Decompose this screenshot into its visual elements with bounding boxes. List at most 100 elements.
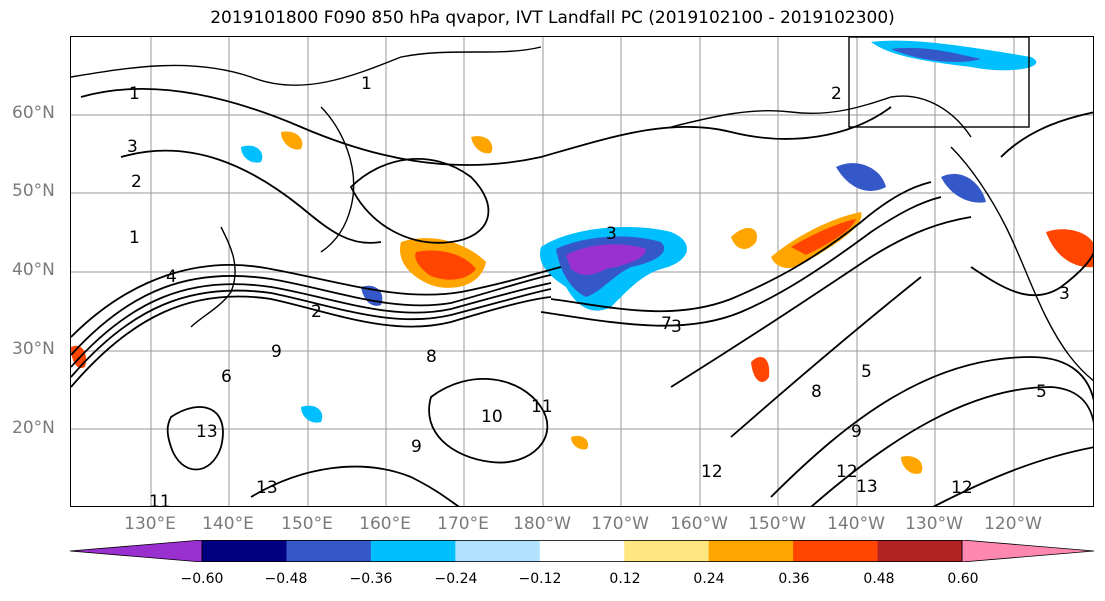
contour-label: 12: [951, 478, 973, 498]
colorbar-tick: 0.36: [778, 571, 810, 587]
contour-label: 13: [856, 477, 878, 497]
contour-line: [1000, 111, 1093, 158]
coastline-japan: [190, 226, 236, 328]
contour-label: 3: [127, 137, 138, 157]
lon-label-150w: 150°W: [748, 514, 806, 534]
colorbar-extend-high: [961, 540, 1094, 562]
lon-label-160w: 160°W: [670, 514, 728, 534]
colorbar-segment: [455, 540, 541, 562]
contour-label: 10: [481, 407, 503, 427]
contour-label: 3: [1059, 284, 1070, 304]
lon-label-120w: 120°W: [984, 514, 1042, 534]
contour-line: [670, 216, 972, 388]
contour-line: [120, 149, 382, 244]
negative-anomaly-blob: [241, 145, 263, 163]
contour-label: 9: [271, 342, 282, 362]
contour-line: [970, 251, 1093, 297]
positive-anomaly-core: [415, 250, 476, 280]
contour-line: [166, 406, 224, 471]
box-outline: [848, 37, 1030, 128]
colorbar-tick: 0.60: [947, 571, 979, 587]
contour-label: 5: [1036, 382, 1047, 402]
colorbar-tick: −0.24: [434, 571, 478, 587]
positive-anomaly-blob: [281, 131, 303, 150]
contour-label: 3: [671, 317, 682, 337]
contour-line: [550, 181, 932, 313]
contour-label: 6: [221, 367, 232, 387]
contour-label: 5: [861, 362, 872, 382]
contour-line: [540, 196, 942, 327]
colorbar-tick: −0.60: [180, 571, 224, 587]
contour-line: [810, 386, 1093, 506]
contour-label: 13: [256, 478, 278, 498]
contour-label: 2: [311, 302, 322, 322]
contour-label: 11: [149, 492, 171, 507]
negative-anomaly-blob: [301, 405, 323, 423]
colorbar-segments: [70, 540, 1094, 562]
colorbar-segment: [708, 540, 794, 562]
lon-label-140e: 140°E: [202, 514, 254, 534]
contour-label: 2: [831, 84, 842, 104]
contour-label: 8: [811, 382, 822, 402]
contour-label: 1: [129, 228, 140, 248]
coastline-alaska: [670, 95, 972, 138]
colorbar-segment: [539, 540, 625, 562]
colorbar-tick: −0.36: [349, 571, 393, 587]
contour-line: [71, 274, 552, 356]
coastline-north-america: [950, 146, 1093, 382]
colorbar-border: [201, 540, 963, 562]
map-svg: 1 1 1 2 2 2 3 3 3 3 4 5 5 6 7 8 8 9 9 9 …: [71, 37, 1093, 507]
lon-label-150e: 150°E: [281, 514, 333, 534]
lon-label-180w: 180°W: [513, 514, 571, 534]
positive-anomaly-blob: [901, 456, 923, 474]
contour-line: [932, 446, 1093, 506]
lon-label-130e: 130°E: [124, 514, 176, 534]
contour-label: 8: [426, 347, 437, 367]
contour-line: [80, 88, 892, 166]
colorbar: [70, 540, 1094, 562]
contour-line: [428, 377, 549, 464]
contour-label: 7: [661, 314, 672, 334]
positive-anomaly-blob: [471, 136, 493, 154]
colorbar-extend-low: [70, 540, 203, 562]
lat-label-50n: 50°N: [12, 181, 55, 201]
positive-anomaly-blob: [731, 227, 757, 249]
colorbar-tick: 0.48: [863, 571, 895, 587]
colorbar-segment: [877, 540, 963, 562]
contour-label: 4: [166, 267, 177, 287]
lon-label-140w: 140°W: [827, 514, 885, 534]
map-panel: 1 1 1 2 2 2 3 3 3 3 4 5 5 6 7 8 8 9 9 9 …: [70, 36, 1094, 507]
colorbar-segment: [624, 540, 710, 562]
contour-label: 1: [129, 84, 140, 104]
contour-label: 9: [851, 422, 862, 442]
contour-line: [71, 288, 552, 378]
contour-label: 13: [196, 422, 218, 442]
colorbar-tick: 0.12: [609, 571, 641, 587]
positive-anomaly-core: [791, 219, 856, 255]
ivt-contours: [71, 88, 1093, 506]
colorbar-segment: [793, 540, 879, 562]
lon-label-170w: 170°W: [591, 514, 649, 534]
contour-labels: 1 1 1 2 2 2 3 3 3 3 4 5 5 6 7 8 8 9 9 9 …: [127, 74, 1070, 507]
contour-line: [730, 276, 922, 438]
lat-label-60n: 60°N: [12, 103, 55, 123]
colorbar-tick: −0.12: [518, 571, 562, 587]
colorbar-segment: [370, 540, 456, 562]
negative-anomaly-core: [566, 244, 646, 275]
lat-label-30n: 30°N: [12, 339, 55, 359]
coastline-siberia: [71, 46, 542, 86]
contour-line: [770, 356, 1093, 498]
coastline-kamchatka: [320, 106, 355, 253]
colorbar-segment: [286, 540, 372, 562]
contour-label: 12: [701, 462, 723, 482]
contour-label: 1: [361, 74, 372, 94]
negative-anomaly-core: [891, 47, 981, 62]
contour-line: [71, 295, 552, 388]
contour-label: 11: [531, 397, 553, 417]
positive-anomaly-blob: [571, 435, 589, 450]
lat-label-20n: 20°N: [12, 418, 55, 438]
contour-line: [71, 264, 562, 338]
lon-label-160e: 160°E: [359, 514, 411, 534]
contour-label: 2: [131, 172, 142, 192]
contour-line: [71, 282, 552, 368]
